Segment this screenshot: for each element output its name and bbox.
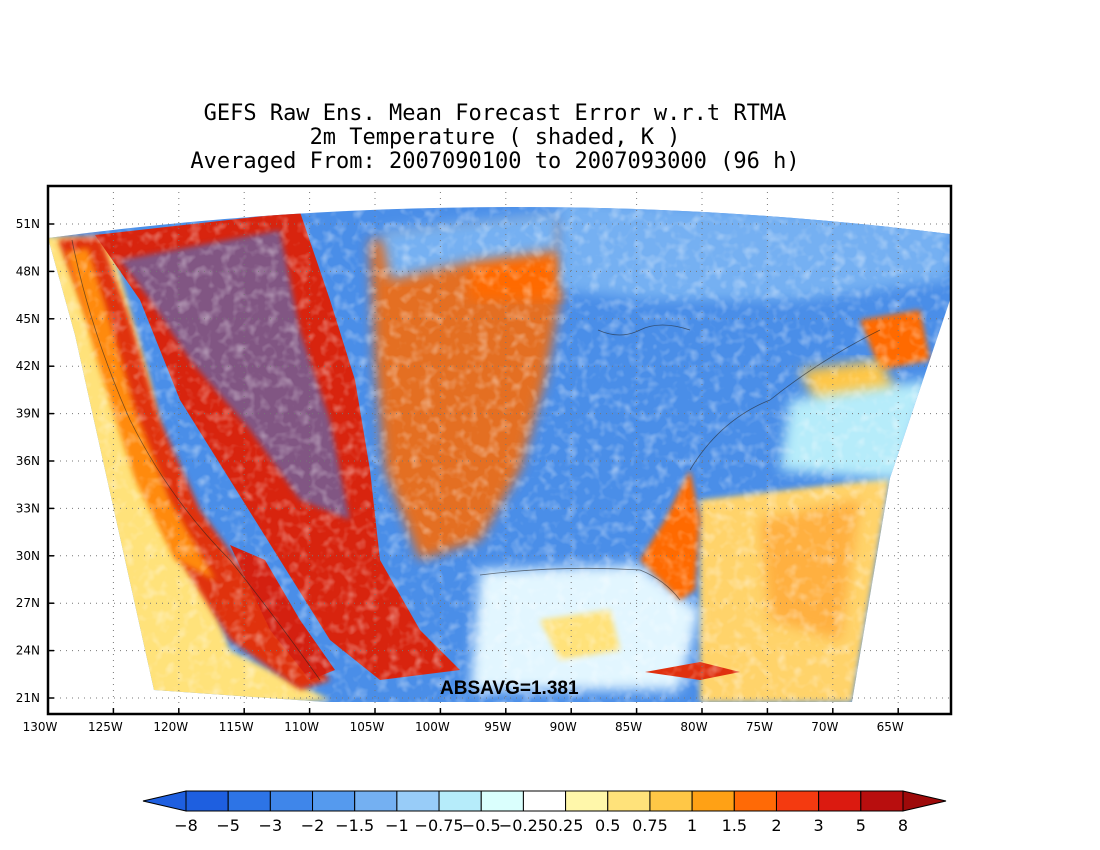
lon-label: 120W xyxy=(153,720,188,734)
colorbar-segment xyxy=(396,790,440,812)
lon-label: 80W xyxy=(680,720,707,734)
colorbar-label: 1 xyxy=(687,816,697,835)
map-frame xyxy=(46,184,953,716)
colorbar-segment xyxy=(312,790,356,812)
latitude-labels: 51N 48N 45N 42N 39N 36N 33N 30N 27N 24N 21N xyxy=(16,217,54,705)
colorbar-label: −0.5 xyxy=(462,816,501,835)
colorbar-segment xyxy=(860,790,904,812)
colorbar-label: 0.25 xyxy=(548,816,584,835)
map-title: GEFS Raw Ens. Mean Forecast Error w.r.t … xyxy=(0,102,990,174)
colorbar-label: 3 xyxy=(814,816,824,835)
colorbar-label: 0.75 xyxy=(632,816,668,835)
lat-label: 27N xyxy=(16,596,40,610)
colorbar-segment xyxy=(565,790,609,812)
lon-label: 115W xyxy=(219,720,254,734)
lon-label: 130W xyxy=(23,720,58,734)
colorbar-label: 1.5 xyxy=(722,816,747,835)
colorbar-label: −8 xyxy=(174,816,198,835)
colorbar-segment xyxy=(438,790,482,812)
lat-label: 33N xyxy=(16,501,40,515)
colorbar-label: 0.5 xyxy=(595,816,620,835)
lat-label: 21N xyxy=(16,691,40,705)
lon-label: 105W xyxy=(350,720,385,734)
colorbar-segment xyxy=(185,790,229,812)
lat-label: 45N xyxy=(16,312,40,326)
lat-label: 39N xyxy=(16,407,40,421)
colorbar-label: 2 xyxy=(771,816,781,835)
lon-label: 70W xyxy=(811,720,838,734)
colorbar-label: 8 xyxy=(898,816,908,835)
colorbar: −8 −5 −3 −2 −1.5 −1 −0.75−0.5−0.25 0.25 0.5 0.75 1… xyxy=(142,790,947,835)
longitude-labels: 130W 125W 120W 115W 110W 105W 100W 95W 90W 85W 80W… xyxy=(23,708,904,734)
colorbar-label: 5 xyxy=(856,816,866,835)
lat-label: 42N xyxy=(16,359,40,373)
absavg-annotation: ABSAVG=1.381 xyxy=(440,678,579,699)
colorbar-segment xyxy=(227,790,271,812)
title-line-1: GEFS Raw Ens. Mean Forecast Error w.r.t … xyxy=(203,101,787,126)
colorbar-segment xyxy=(818,790,862,812)
lat-label: 36N xyxy=(16,454,40,468)
colorbar-segment xyxy=(522,790,567,812)
lon-label: 125W xyxy=(88,720,123,734)
coastlines xyxy=(71,239,881,681)
colorbar-label: −0.75 xyxy=(415,816,464,835)
colorbar-segment xyxy=(691,790,735,812)
colorbar-label: −2 xyxy=(301,816,325,835)
lon-label: 100W xyxy=(415,720,450,734)
title-line-3: Averaged From: 2007090100 to 2007093000 … xyxy=(190,149,800,174)
lat-lon-grid xyxy=(48,186,951,714)
colorbar-label: −5 xyxy=(216,816,240,835)
colorbar-segment xyxy=(607,790,651,812)
lat-label: 30N xyxy=(16,549,40,563)
colorbar-segment xyxy=(649,790,693,812)
colorbar-segment xyxy=(269,790,314,812)
colorbar-segment xyxy=(354,790,398,812)
lon-label: 110W xyxy=(284,720,319,734)
colorbar-label: −1 xyxy=(385,816,409,835)
colorbar-segment xyxy=(733,790,777,812)
lon-label: 75W xyxy=(746,720,773,734)
lon-label: 85W xyxy=(615,720,642,734)
lat-label: 24N xyxy=(16,644,40,658)
colorbar-label: −3 xyxy=(259,816,283,835)
colorbar-over-arrow xyxy=(902,790,947,812)
lat-label: 51N xyxy=(16,217,40,231)
title-line-2: 2m Temperature ( shaded, K ) xyxy=(309,125,681,150)
colorbar-under-arrow xyxy=(142,790,187,812)
lon-label: 95W xyxy=(484,720,511,734)
lat-label: 48N xyxy=(16,264,40,278)
lon-label: 90W xyxy=(550,720,577,734)
colorbar-segment xyxy=(775,790,820,812)
lon-label: 65W xyxy=(877,720,904,734)
colorbar-label: −0.25 xyxy=(499,816,548,835)
shaded-field xyxy=(48,206,950,702)
colorbar-label: −1.5 xyxy=(335,816,374,835)
colorbar-segment xyxy=(480,790,524,812)
